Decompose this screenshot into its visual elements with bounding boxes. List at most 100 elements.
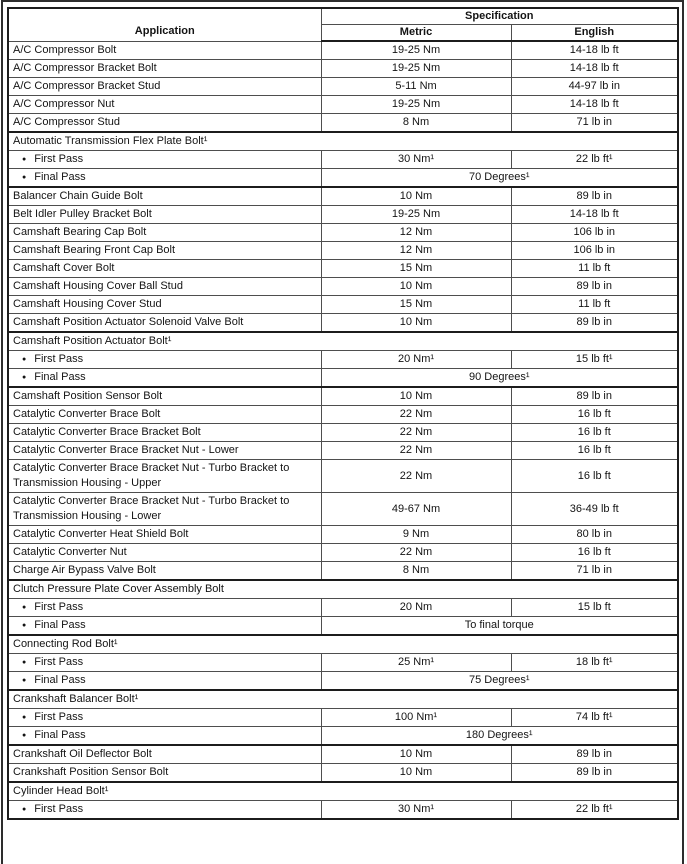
application-section-cell: Cylinder Head Bolt¹ [7,781,679,801]
english-value-cell: 89 lb in [510,313,679,333]
table-row: ● Final Pass 75 Degrees¹ [7,671,679,691]
application-cell: Crankshaft Position Sensor Bolt [7,763,322,783]
spec-span-cell: 75 Degrees¹ [320,671,679,691]
english-value-cell: 106 lb in [510,223,679,242]
pass-label: Final Pass [34,729,86,741]
spec-span-cell: 90 Degrees¹ [320,368,679,388]
table-row: ● Final Pass 70 Degrees¹ [7,168,679,188]
metric-value-cell: 10 Nm [320,277,512,296]
english-value-cell: 14-18 lb ft [510,59,679,78]
application-cell: A/C Compressor Bolt [7,40,322,60]
column-header-specification: Specification [320,7,679,25]
table-row: A/C Compressor Stud 8 Nm 71 lb in [7,113,679,133]
pass-label: First Pass [34,656,84,668]
english-value-cell: 16 lb ft [510,423,679,442]
application-cell: Camshaft Bearing Cap Bolt [7,223,322,242]
application-cell: Camshaft Position Actuator Solenoid Valv… [7,313,322,333]
metric-value-cell: 12 Nm [320,223,512,242]
bullet-icon: ● [22,174,27,181]
metric-value-cell: 10 Nm [320,186,512,206]
english-value-cell: 36-49 lb ft [510,492,679,526]
section-row: Clutch Pressure Plate Cover Assembly Bol… [7,579,679,599]
application-cell: Balancer Chain Guide Bolt [7,186,322,206]
table-row: Charge Air Bypass Valve Bolt 8 Nm 71 lb in [7,561,679,581]
table-row: Catalytic Converter Nut 22 Nm 16 lb ft [7,543,679,562]
english-value-cell: 80 lb in [510,525,679,544]
english-value-cell: 14-18 lb ft [510,95,679,114]
pass-label: Final Pass [34,619,86,631]
metric-value-cell: 20 Nm¹ [320,350,512,369]
english-value-cell: 71 lb in [510,113,679,133]
table-row: A/C Compressor Bracket Stud 5-11 Nm 44-97 … [7,77,679,96]
english-value-cell: 89 lb in [510,186,679,206]
application-cell: A/C Compressor Bracket Stud [7,77,322,96]
table-row: Balancer Chain Guide Bolt 10 Nm 89 lb in [7,186,679,206]
table-row: A/C Compressor Bolt 19-25 Nm 14-18 lb ft [7,40,679,60]
english-value-cell: 44-97 lb in [510,77,679,96]
metric-value-cell: 15 Nm [320,259,512,278]
metric-value-cell: 12 Nm [320,241,512,260]
application-section-cell: Clutch Pressure Plate Cover Assembly Bol… [7,579,679,599]
table-row: ● First Pass 20 Nm 15 lb ft [7,598,679,617]
table-row: A/C Compressor Bracket Bolt 19-25 Nm 14-18… [7,59,679,78]
metric-value-cell: 22 Nm [320,459,512,493]
torque-spec-table: Application Specification Metric English… [7,7,679,820]
table-row: ● Final Pass 90 Degrees¹ [7,368,679,388]
application-section-cell: Connecting Rod Bolt¹ [7,634,679,654]
application-cell: A/C Compressor Nut [7,95,322,114]
table-row: Catalytic Converter Brace Bracket Nut - … [7,492,679,526]
application-cell: A/C Compressor Bracket Bolt [7,59,322,78]
english-value-cell: 89 lb in [510,386,679,406]
table-row: ● Final Pass To final torque [7,616,679,636]
header-row-specification: Application Specification [7,7,679,42]
table-row: ● First Pass 100 Nm¹ 74 lb ft¹ [7,708,679,727]
section-row: Automatic Transmission Flex Plate Bolt¹ [7,131,679,151]
pass-cell: ● First Pass [7,350,322,369]
table-row: Camshaft Housing Cover Stud 15 Nm 11 lb ft [7,295,679,314]
application-cell: Catalytic Converter Brace Bracket Bolt [7,423,322,442]
english-value-cell: 11 lb ft [510,259,679,278]
bullet-icon: ● [22,622,27,629]
pass-cell: ● First Pass [7,708,322,727]
english-value-cell: 15 lb ft¹ [510,350,679,369]
section-row: Connecting Rod Bolt¹ [7,634,679,654]
application-cell: Camshaft Bearing Front Cap Bolt [7,241,322,260]
application-section-cell: Crankshaft Balancer Bolt¹ [7,689,679,709]
spec-span-cell: 70 Degrees¹ [320,168,679,188]
section-row: Crankshaft Balancer Bolt¹ [7,689,679,709]
pass-cell: ● Final Pass [7,671,322,691]
pass-cell: ● Final Pass [7,726,322,746]
english-value-cell: 89 lb in [510,763,679,783]
table-row: ● First Pass 20 Nm¹ 15 lb ft¹ [7,350,679,369]
application-cell: A/C Compressor Stud [7,113,322,133]
bullet-icon: ● [22,732,27,739]
metric-value-cell: 10 Nm [320,313,512,333]
table-row: Crankshaft Position Sensor Bolt 10 Nm 89 l… [7,763,679,783]
bullet-icon: ● [22,356,27,363]
table-header: Application Specification Metric English [7,7,679,42]
application-cell: Camshaft Housing Cover Stud [7,295,322,314]
bullet-icon: ● [22,659,27,666]
metric-value-cell: 8 Nm [320,561,512,581]
metric-value-cell: 10 Nm [320,386,512,406]
application-cell: Camshaft Position Sensor Bolt [7,386,322,406]
application-cell: Catalytic Converter Brace Bracket Nut - … [7,492,322,526]
pass-label: First Pass [34,153,84,165]
metric-value-cell: 19-25 Nm [320,59,512,78]
english-value-cell: 14-18 lb ft [510,205,679,224]
english-value-cell: 22 lb ft¹ [510,800,679,820]
table-row: ● First Pass 30 Nm¹ 22 lb ft¹ [7,800,679,820]
english-value-cell: 16 lb ft [510,405,679,424]
application-cell: Catalytic Converter Heat Shield Bolt [7,525,322,544]
table-row: ● First Pass 25 Nm¹ 18 lb ft¹ [7,653,679,672]
table-row: Belt Idler Pulley Bracket Bolt 19-25 Nm 14… [7,205,679,224]
application-cell: Charge Air Bypass Valve Bolt [7,561,322,581]
bullet-icon: ● [22,677,27,684]
pass-cell: ● First Pass [7,150,322,169]
english-value-cell: 74 lb ft¹ [510,708,679,727]
metric-value-cell: 20 Nm [320,598,512,617]
pass-label: First Pass [34,601,84,613]
table-row: ● First Pass 30 Nm¹ 22 lb ft¹ [7,150,679,169]
english-value-cell: 18 lb ft¹ [510,653,679,672]
bullet-icon: ● [22,156,27,163]
